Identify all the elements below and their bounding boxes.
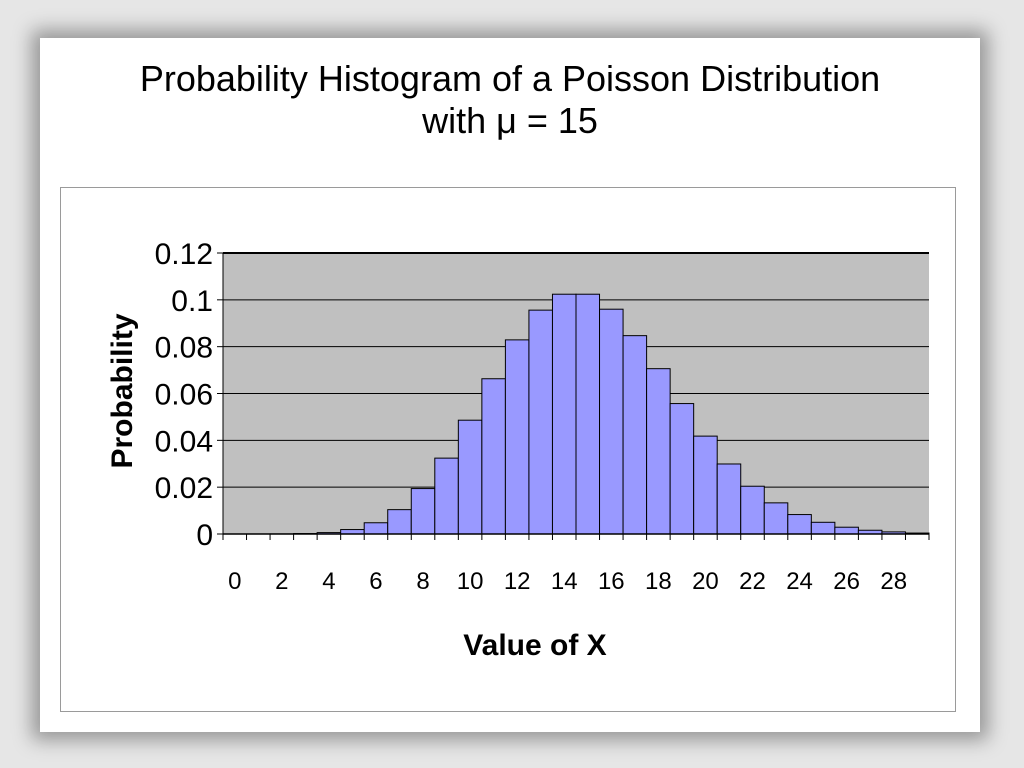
axes [217,252,930,540]
y-tick-label: 0.1 [171,285,213,318]
x-tick-label: 18 [645,568,672,595]
x-tick-label: 4 [322,568,335,595]
histogram-bar [387,509,412,535]
histogram-chart: 00.020.040.060.080.10.12 0 2 4 6 8 10 12 14 16 18… [106,238,930,662]
slide-title: Probability Histogram of a Poisson Distr… [40,58,980,142]
histogram-bar [787,514,812,535]
histogram-bar [716,463,742,535]
y-tick-label: 0 [196,519,213,552]
slide: Probability Histogram of a Poisson Distr… [40,38,980,732]
x-tick-label: 28 [880,568,907,595]
histogram-bar [693,435,718,535]
x-tick-label: 20 [692,568,719,595]
x-tick-label: 22 [739,568,766,595]
histogram-bar [457,419,483,535]
y-tick-labels: 0 0.02 0.04 0.06 0.08 0.1 0.12 [155,238,213,552]
histogram-bar [363,522,389,535]
x-tick-label: 24 [786,568,813,595]
histogram-bar [763,502,789,535]
histogram-bar [410,488,436,535]
slide-title-line1: Probability Histogram of a Poisson Distr… [139,58,881,99]
histogram-bar [551,293,577,535]
x-tick-label: 6 [369,568,382,595]
y-tick-label: 0.06 [155,379,213,412]
histogram-bar [575,293,601,535]
x-tick-label: 10 [457,568,484,595]
histogram-bar [669,403,695,535]
histogram-bar [740,485,765,535]
bars [222,293,930,535]
y-axis-label: Probability [106,313,139,468]
y-tick-label: 0.12 [155,238,213,271]
x-tick-label: 16 [598,568,625,595]
histogram-bar [646,368,671,535]
chart-frame: 0 0.02 0.04 0.06 0.08 0.1 0.12 0 2 4 6 8 10 12 14 16 18… [60,187,956,712]
x-tick-label: 2 [275,568,288,595]
x-tick-label: 14 [551,568,578,595]
y-tick-label: 0.02 [155,472,213,505]
histogram-bar [834,526,859,535]
histogram-bar [481,378,506,535]
y-tick-label: 0.04 [155,425,213,458]
x-tick-label: 12 [504,568,531,595]
y-tick-label: 0.08 [155,332,213,365]
histogram-bar [528,309,553,535]
slide-title-line2: with μ = 15 [422,100,598,141]
x-tick-labels: 0 2 4 6 8 10 12 14 16 18 20 22 24 26 28 [228,568,907,595]
x-tick-label: 26 [833,568,860,595]
x-tick-label: 8 [416,568,429,595]
x-axis-label: Value of X [463,629,606,662]
histogram-bar [434,457,459,535]
histogram-bar [622,335,648,535]
x-tick-label: 0 [228,568,241,595]
histogram-bar [810,521,836,535]
histogram-bar [599,308,624,535]
histogram-bar [504,339,530,535]
